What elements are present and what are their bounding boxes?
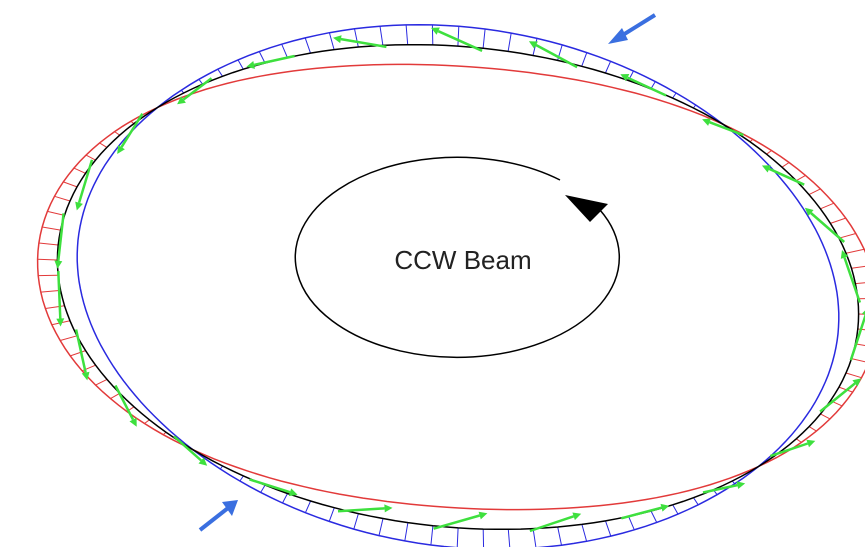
- field-arrow: [341, 39, 387, 47]
- field-arrow: [530, 516, 574, 531]
- diagram: CCW Beam: [0, 0, 865, 547]
- rotation-arrowhead: [565, 195, 608, 222]
- red-orbit: [38, 64, 865, 509]
- arrowhead: [222, 500, 238, 516]
- red-hatch: [38, 112, 865, 462]
- field-arrow: [621, 508, 661, 519]
- field-arrow: [434, 516, 480, 529]
- field-arrowhead: [384, 504, 392, 512]
- blue-orbit: [77, 25, 839, 547]
- field-arrow: [254, 56, 294, 65]
- field-arrowhead: [572, 513, 581, 521]
- reference-orbit: [57, 45, 858, 530]
- blue-hatch: [165, 25, 751, 547]
- field-arrowhead: [479, 512, 488, 520]
- field-arrow: [536, 45, 577, 67]
- field-arrowhead: [82, 372, 90, 381]
- pointer-arrow: [200, 508, 228, 530]
- field-arrow: [338, 508, 385, 511]
- field-arrow: [710, 122, 744, 135]
- field-arrow: [58, 271, 60, 318]
- field-arrow: [174, 436, 201, 460]
- field-arrowhead: [333, 35, 342, 43]
- beam-label: CCW Beam: [394, 245, 531, 275]
- field-arrow: [845, 258, 860, 303]
- field-arrowhead: [737, 481, 746, 489]
- field-arrow: [438, 31, 482, 51]
- field-arrowhead: [661, 504, 670, 512]
- field-arrow: [811, 213, 844, 242]
- arrowhead: [608, 28, 628, 44]
- field-arrowhead: [75, 202, 83, 211]
- field-arrowhead: [806, 440, 815, 448]
- field-arrowhead: [54, 260, 62, 268]
- field-arrowhead: [289, 488, 298, 496]
- field-arrow: [820, 383, 855, 411]
- beam-ring: [38, 25, 865, 547]
